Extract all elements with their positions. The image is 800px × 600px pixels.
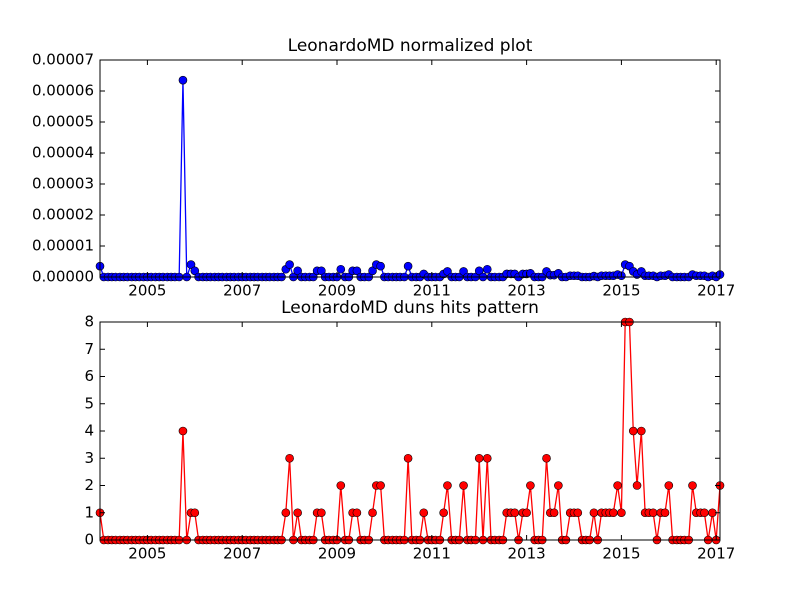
point-marker: [439, 508, 448, 518]
point-marker: [285, 453, 294, 463]
y-tick-label: 7: [84, 340, 94, 358]
point-marker: [609, 508, 618, 518]
y-tick-label: 6: [84, 367, 94, 385]
point-marker: [459, 481, 468, 490]
y-tick-label: 0.00007: [32, 51, 94, 69]
point-marker: [317, 266, 326, 276]
x-tick-label: 2015: [602, 282, 640, 300]
x-tick-label: 2005: [128, 545, 166, 563]
y-tick-label: 8: [84, 313, 94, 331]
point-marker: [554, 481, 563, 490]
x-tick-label: 2007: [223, 545, 261, 563]
point-marker: [186, 260, 196, 269]
x-tick-label: 2011: [413, 282, 451, 300]
point-marker: [632, 481, 642, 490]
chart-title: LeonardoMD duns hits pattern: [281, 298, 539, 318]
x-tick-label: 2013: [508, 545, 546, 563]
point-marker: [376, 481, 385, 490]
series-line: [99, 321, 721, 541]
point-marker: [613, 481, 622, 490]
y-tick-label: 5: [84, 394, 94, 412]
y-tick-label: 0.00002: [32, 206, 94, 224]
x-tick-label: 2015: [602, 545, 640, 563]
point-marker: [352, 508, 362, 518]
point-marker: [573, 508, 583, 518]
point-marker: [190, 266, 200, 276]
y-tick-label: 0: [84, 531, 94, 549]
point-marker: [510, 508, 520, 518]
point-marker: [281, 508, 291, 518]
point-marker: [637, 426, 646, 436]
point-marker: [336, 264, 346, 274]
point-marker: [648, 508, 658, 518]
y-tick-label: 0.00000: [32, 268, 94, 286]
y-tick-label: 0.00004: [32, 144, 94, 162]
x-tick-label: 2011: [413, 545, 451, 563]
point-marker: [482, 453, 492, 463]
point-marker: [628, 426, 638, 436]
point-marker: [542, 453, 551, 463]
point-marker: [190, 508, 200, 518]
x-tick-label: 2005: [128, 282, 166, 300]
y-tick-label: 0.00001: [32, 237, 94, 255]
point-marker: [403, 453, 413, 463]
point-marker: [522, 508, 531, 518]
point-marker: [474, 266, 484, 276]
point-marker: [443, 481, 452, 490]
x-tick-label: 2013: [508, 282, 546, 300]
point-marker: [617, 508, 626, 518]
y-tick-label: 3: [84, 449, 94, 467]
x-tick-label: 2017: [697, 545, 735, 563]
point-marker: [474, 453, 484, 463]
x-tick-label: 2009: [318, 545, 356, 563]
point-marker: [589, 508, 599, 518]
x-tick-label: 2007: [223, 282, 261, 300]
y-tick-label: 1: [84, 503, 94, 521]
point-marker: [688, 481, 697, 490]
y-tick-label: 0.00006: [32, 82, 94, 100]
point-marker: [700, 508, 709, 518]
y-tick-label: 0.00003: [32, 175, 94, 193]
series-line: [99, 80, 721, 279]
x-tick-label: 2009: [318, 282, 356, 300]
point-marker: [293, 266, 302, 276]
point-marker: [352, 266, 362, 276]
plot-frame: [99, 59, 721, 278]
point-marker: [660, 508, 670, 518]
point-marker: [178, 426, 188, 436]
chart-title: LeonardoMD normalized plot: [288, 36, 533, 56]
y-tick-label: 2: [84, 476, 94, 494]
point-marker: [368, 266, 377, 276]
point-marker: [526, 481, 535, 490]
point-marker: [368, 508, 377, 518]
point-marker: [376, 261, 385, 271]
y-tick-label: 4: [84, 422, 94, 440]
point-marker: [549, 508, 559, 518]
x-tick-label: 2017: [697, 282, 735, 300]
point-marker: [336, 481, 346, 490]
point-marker: [664, 481, 674, 490]
point-marker: [482, 264, 492, 274]
y-tick-label: 0.00005: [32, 113, 94, 131]
point-marker: [419, 508, 429, 518]
point-marker: [178, 75, 188, 85]
point-marker: [317, 508, 326, 518]
point-marker: [293, 508, 302, 518]
point-marker: [403, 261, 413, 271]
point-marker: [285, 260, 294, 269]
